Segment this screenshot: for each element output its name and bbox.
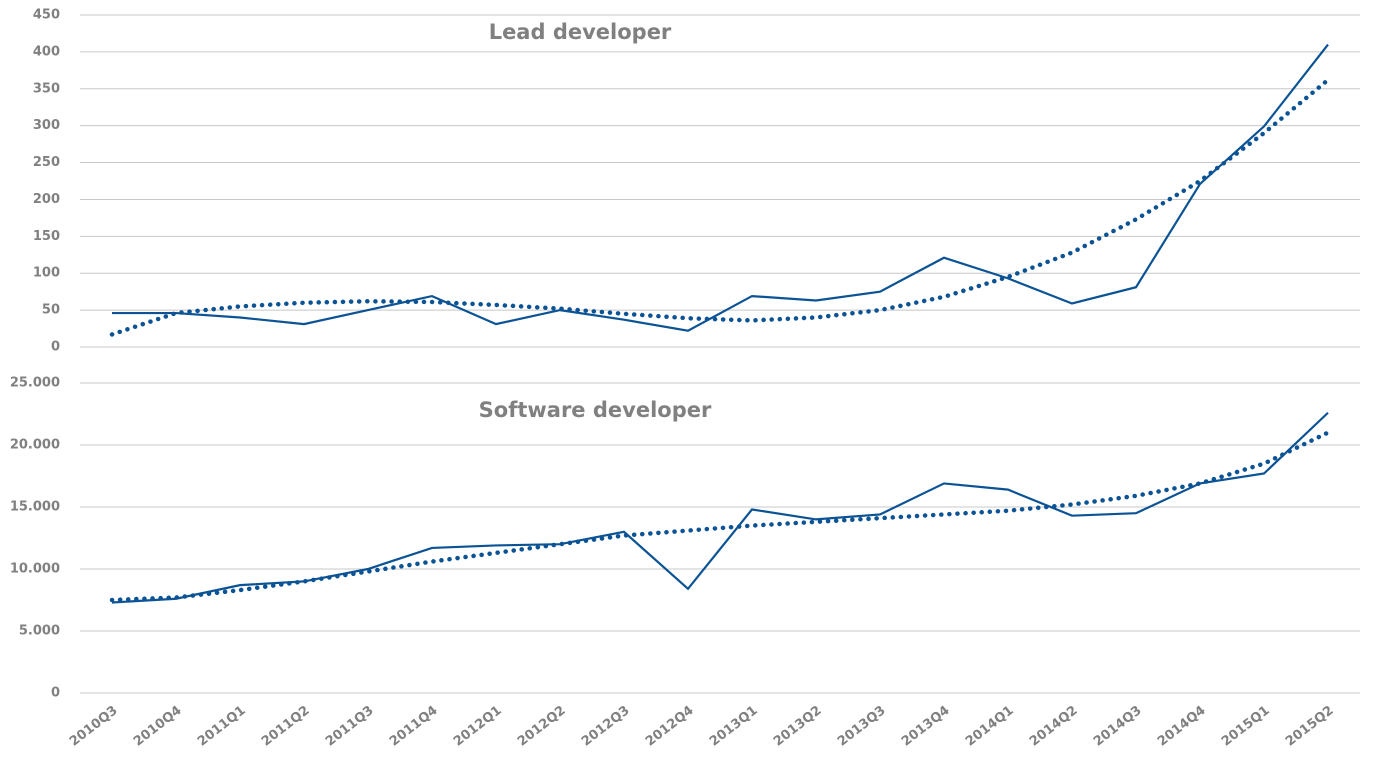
x-tick-label: 2014Q1 bbox=[963, 703, 1017, 749]
x-tick-label: 2010Q3 bbox=[67, 703, 121, 749]
data-line bbox=[111, 411, 1329, 604]
data-line bbox=[112, 43, 1329, 332]
y-tick-label: 15.000 bbox=[10, 500, 60, 515]
trend-line bbox=[109, 430, 1331, 603]
x-tick-label: 2011Q4 bbox=[387, 703, 441, 749]
y-tick-label: 250 bbox=[33, 155, 60, 170]
x-tick-label: 2012Q4 bbox=[643, 703, 697, 749]
x-tick-label: 2013Q4 bbox=[899, 703, 953, 749]
y-tick-label: 100 bbox=[33, 266, 60, 281]
y-tick-label: 0 bbox=[51, 686, 60, 701]
x-tick-label: 2014Q4 bbox=[1155, 703, 1209, 749]
x-tick-label: 2011Q1 bbox=[195, 703, 249, 749]
y-tick-label: 50 bbox=[42, 303, 60, 318]
y-tick-label: 200 bbox=[33, 192, 60, 207]
x-tick-label: 2014Q3 bbox=[1091, 703, 1145, 749]
y-tick-label: 150 bbox=[33, 229, 60, 244]
x-tick-label: 2011Q3 bbox=[323, 703, 377, 749]
x-tick-label: 2012Q3 bbox=[579, 703, 633, 749]
x-tick-label: 2013Q1 bbox=[707, 703, 761, 749]
y-tick-label: 0 bbox=[51, 340, 60, 355]
x-tick-label: 2014Q2 bbox=[1027, 703, 1081, 749]
x-tick-label: 2013Q3 bbox=[835, 703, 889, 749]
x-tick-label: 2012Q2 bbox=[515, 703, 569, 749]
x-tick-label: 2015Q2 bbox=[1283, 703, 1337, 749]
x-tick-label: 2010Q4 bbox=[131, 703, 185, 749]
chart-title: Software developer bbox=[479, 398, 712, 422]
y-tick-label: 450 bbox=[33, 8, 60, 23]
y-tick-label: 400 bbox=[33, 44, 60, 59]
chart-title: Lead developer bbox=[489, 20, 672, 44]
y-tick-label: 20.000 bbox=[10, 438, 60, 453]
y-tick-label: 10.000 bbox=[10, 562, 60, 577]
trend-line bbox=[109, 77, 1331, 337]
x-tick-label: 2011Q2 bbox=[259, 703, 313, 749]
x-tick-label: 2015Q1 bbox=[1219, 703, 1273, 749]
x-tick-label: 2012Q1 bbox=[451, 703, 505, 749]
y-tick-label: 5.000 bbox=[19, 624, 60, 639]
y-tick-label: 350 bbox=[33, 81, 60, 96]
x-tick-label: 2013Q2 bbox=[771, 703, 825, 749]
y-tick-label: 25.000 bbox=[10, 376, 60, 391]
y-tick-label: 300 bbox=[33, 118, 60, 133]
